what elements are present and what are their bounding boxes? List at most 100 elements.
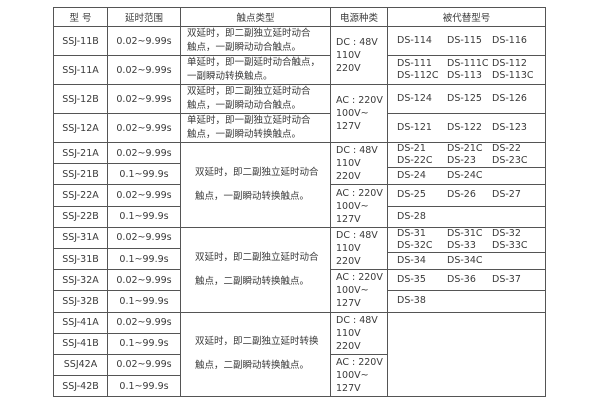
table-row: SSJ-41B 0.1~99.9s: [53, 332, 546, 355]
power-type-ac: AC : 220V 100V~ 127V: [330, 84, 388, 143]
text-line: 100V~: [336, 285, 369, 297]
replaced-model: DS-25: [397, 189, 426, 201]
model-cell: SSJ-31A: [53, 226, 108, 249]
model-cell: SSJ-22A: [53, 184, 108, 207]
replaced-models-list: DS-111 DS-111C DS-112 DS-112C DS-113 DS-113C: [397, 58, 545, 82]
replaced-models-cell: DS-111 DS-111C DS-112 DS-112C DS-113 DS-113C: [387, 55, 546, 85]
replaced-model: DS-31: [397, 227, 426, 239]
replaced-models-list: DS-35 DS-36 DS-37: [397, 274, 542, 286]
replaced-model: DS-124: [397, 93, 432, 104]
model-cell: SSJ-32A: [53, 269, 108, 292]
replaced-models-split: DS-35 DS-36 DS-37 DS-38: [388, 270, 545, 311]
delay-range-cell: 0.02~9.99s: [107, 269, 181, 292]
replaced-model: DS-123: [492, 122, 527, 133]
delay-range-cell: 0.02~9.99s: [107, 55, 181, 85]
contact-type-cell: 双延时，即二副独立延时动合 触点，一副瞬动转换触点。: [180, 142, 331, 228]
delay-range-cell: 0.02~9.99s: [107, 311, 181, 334]
delay-range-cell: 0.02~9.99s: [107, 84, 181, 114]
replaced-model: DS-23C: [492, 155, 528, 166]
replaced-model: DS-38: [397, 295, 426, 307]
delay-range-cell: 0.1~99.9s: [107, 163, 181, 186]
replaced-model: DS-34: [397, 254, 426, 266]
replaced-models-list: DS-121 DS-122 DS-123: [397, 122, 545, 134]
replaced-models-list: DS-114 DS-115 DS-116: [397, 35, 545, 47]
text-line: AC : 220V: [336, 95, 383, 106]
text-line: 220V: [336, 171, 361, 183]
model-cell: SSJ-21B: [53, 163, 108, 186]
replaced-model: DS-126: [492, 93, 527, 104]
replaced-model: DS-111C: [447, 58, 489, 69]
replaced-model: DS-37: [492, 274, 521, 286]
header-delay-range: 延时范围: [107, 7, 181, 27]
text-line: 127V: [336, 383, 361, 395]
replaced-model: DS-122: [447, 122, 482, 133]
replaced-models-list: DS-34 DS-34C: [397, 255, 542, 267]
text-line: 双延时，即二副独立延时转换: [195, 336, 319, 348]
replaced-models-part: DS-34 DS-34C: [388, 251, 545, 269]
header-row: 型 号 延时范围 触点类型 电源种类 被代替型号: [53, 7, 546, 27]
replaced-model: DS-33C: [492, 239, 528, 251]
replaced-model: DS-114: [397, 35, 432, 46]
delay-range-cell: 0.02~9.99s: [107, 226, 181, 249]
replaced-model: DS-32C: [397, 239, 433, 251]
delay-range-cell: 0.1~99.9s: [107, 247, 181, 271]
table-row: SSJ-41A 0.02~9.99s 双延时，即二副独立延时转换 触点，二副瞬动转换触…: [53, 311, 546, 398]
contact-type-cell: 双延时，即二副独立延时转换 触点，二副瞬动转换触点。: [180, 311, 331, 398]
replaced-models-split: DS-31 DS-31C DS-32 DS-32C DS-33 DS-33C DS-34 DS…: [388, 228, 545, 269]
text-line: 单延时，即一副独立延时动合: [187, 115, 311, 126]
replaced-model: DS-28: [397, 210, 426, 222]
text-line: 127V: [336, 298, 361, 310]
delay-range-cell: 0.02~9.99s: [107, 141, 181, 165]
text-line: 110V: [336, 158, 361, 170]
text-line: 110V: [336, 327, 361, 339]
replaced-models-part: DS-24 DS-24C: [388, 167, 545, 184]
delay-range-cell: 0.02~9.99s: [107, 26, 181, 56]
replaced-model: DS-113: [447, 70, 482, 81]
replaced-model: DS-21C: [447, 143, 483, 154]
delay-range-cell: 0.1~99.9s: [107, 205, 181, 228]
text-line: 触点，二副瞬动转换触点。: [195, 360, 310, 372]
table-row: SSJ-11A 0.02~9.99s 单延时，即一副延时动合触点， 一副瞬动转换触点。…: [53, 55, 546, 85]
power-type-ac: AC : 220V 100V~ 127V: [330, 353, 388, 398]
replaced-model: DS-31C: [447, 227, 483, 239]
replaced-model: DS-115: [447, 35, 482, 46]
power-type-ac: AC : 220V 100V~ 127V: [330, 184, 388, 228]
table-row: SSJ-21B 0.1~99.9s: [53, 163, 546, 186]
replaced-models-part: DS-28: [388, 205, 545, 227]
model-cell: SSJ-21A: [53, 141, 108, 165]
table-row: SSJ-31B 0.1~99.9s: [53, 247, 546, 271]
replaced-models-cell: DS-21 DS-21C DS-22 DS-22C DS-23 DS-23C DS-24 DS…: [387, 141, 546, 186]
text-line: AC : 220V: [336, 187, 383, 199]
replaced-model: DS-27: [492, 189, 521, 201]
replaced-model: DS-26: [447, 189, 476, 201]
table-row: SSJ-31A 0.02~9.99s 双延时，即二副独立延时动合 触点，二副瞬动转换触…: [53, 226, 546, 313]
replaced-models-list: DS-24 DS-24C: [397, 170, 542, 182]
model-cell: SSJ-32B: [53, 290, 108, 313]
model-cell: SSJ-41B: [53, 332, 108, 355]
text-line: 双延时，即二副独立延时动合: [195, 166, 319, 178]
model-cell: SSJ-42B: [53, 375, 108, 398]
text-line: 触点，一副瞬动动合触点。: [187, 42, 302, 53]
text-line: 100V~: [336, 370, 369, 382]
replaced-model: DS-23: [447, 155, 476, 166]
replaced-model: DS-21: [397, 143, 426, 154]
header-model: 型 号: [53, 7, 108, 27]
replaced-model: DS-112C: [397, 70, 439, 81]
text-line: 触点，二副瞬动转换触点。: [195, 275, 310, 287]
text-line: 触点，一副瞬动转换触点。: [187, 129, 302, 140]
replaced-models-list: DS-31 DS-31C DS-32 DS-32C DS-33 DS-33C: [397, 228, 542, 252]
model-cell: SSJ-11B: [53, 26, 108, 56]
text-line: 220V: [336, 340, 361, 352]
replaced-model: DS-35: [397, 274, 426, 286]
delay-range-cell: 0.1~99.9s: [107, 375, 181, 398]
power-type-dc: DC : 48V 110V 220V: [330, 226, 388, 271]
replaced-model: DS-33: [447, 239, 476, 251]
replaced-model: DS-116: [492, 35, 527, 46]
replaced-models-split: DS-21 DS-21C DS-22 DS-22C DS-23 DS-23C DS-24 DS…: [388, 143, 545, 184]
model-cell: SSJ-22B: [53, 205, 108, 228]
delay-range-cell: 0.02~9.99s: [107, 113, 181, 143]
replaced-models-part: DS-38: [388, 290, 545, 311]
power-type-dc: DC : 48V 110V 220V: [330, 141, 388, 186]
replaced-models-list: DS-28: [397, 211, 542, 223]
replaced-models-part: DS-25 DS-26 DS-27: [388, 185, 545, 205]
